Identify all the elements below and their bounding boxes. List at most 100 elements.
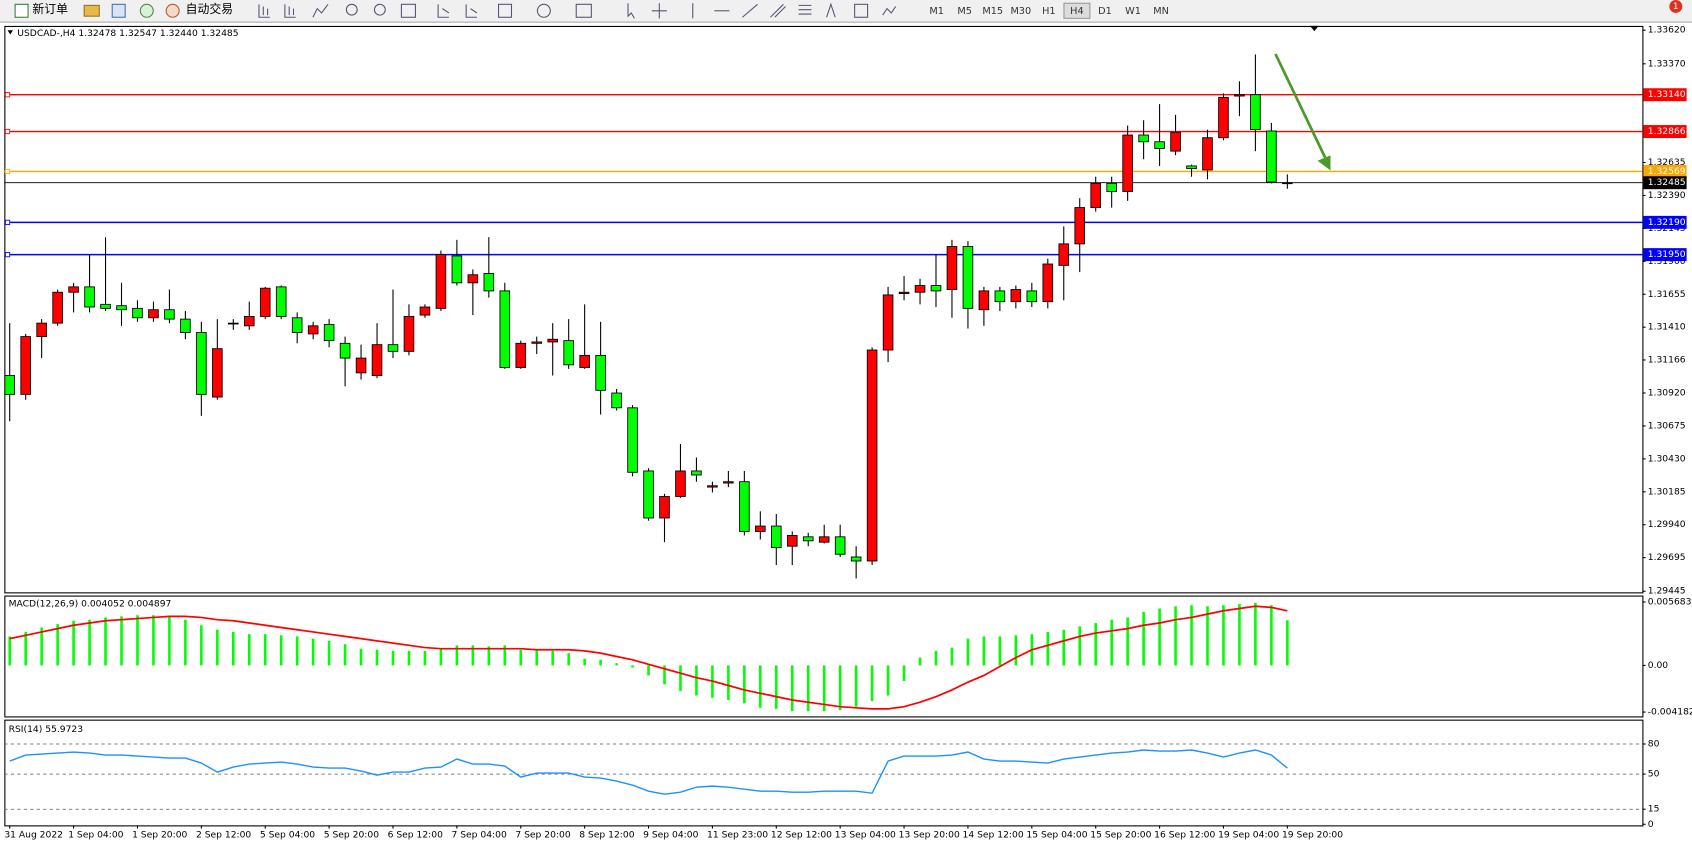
label-icon[interactable] <box>854 3 869 18</box>
y-tick-label: 1.33620 <box>1648 25 1686 36</box>
new-order-icon[interactable] <box>14 3 29 18</box>
toolbar-icon[interactable] <box>139 3 154 18</box>
candle-body <box>1186 165 1197 170</box>
candle-body <box>499 290 511 368</box>
template-icon[interactable] <box>575 3 592 18</box>
timeframe-label[interactable]: W1 <box>1125 6 1141 17</box>
trendline-icon[interactable] <box>742 3 758 18</box>
toolbar-icon[interactable] <box>312 3 329 18</box>
candle-body <box>1074 207 1086 245</box>
price-label: 1.32190 <box>1648 217 1686 228</box>
candle-body <box>1026 290 1038 303</box>
macd-bar <box>1206 606 1209 666</box>
toolbar <box>0 0 1692 22</box>
crosshair-icon[interactable] <box>651 3 667 19</box>
toolbar-icons <box>258 2 897 19</box>
timeframe-label[interactable]: M30 <box>1010 6 1031 17</box>
macd-bar <box>806 665 810 712</box>
candle-body <box>228 322 239 325</box>
zoom-in-icon[interactable] <box>345 3 358 16</box>
macd-bar <box>647 665 650 676</box>
timeframe-label[interactable]: M15 <box>982 6 1003 17</box>
macd-bar <box>966 638 970 666</box>
macd-bar <box>407 650 411 666</box>
macd-bar <box>982 636 986 666</box>
indicator-icon[interactable] <box>497 3 513 18</box>
fibo-icon[interactable] <box>798 4 812 15</box>
macd-bar <box>152 615 155 666</box>
macd-bar <box>934 650 938 666</box>
candle-body <box>946 246 958 290</box>
channel-icon[interactable] <box>770 3 786 18</box>
line-anchor <box>4 92 11 98</box>
timeframe-label[interactable]: H4 <box>1070 6 1083 17</box>
x-tick-label: 31 Aug 2022 <box>4 830 63 841</box>
macd-bar <box>950 647 954 666</box>
periods-icon[interactable] <box>536 3 551 18</box>
macd-bar <box>216 629 219 666</box>
candle-body <box>1250 94 1261 131</box>
macd-bar <box>24 631 27 666</box>
candle-body <box>1122 134 1133 192</box>
candle-body <box>52 291 63 324</box>
macd-bar <box>1126 617 1129 666</box>
text-icon[interactable] <box>826 2 836 18</box>
indicator-title: RSI(14) 55.9723 <box>9 724 84 735</box>
macd-bar <box>1142 611 1145 666</box>
toolbar-icon[interactable] <box>437 4 450 18</box>
chart-layer: USDCAD-,H4 1.32478 1.32547 1.32440 1.324… <box>4 25 1692 841</box>
new-order-button[interactable]: 新订单 <box>32 2 68 16</box>
timeframe-label[interactable]: D1 <box>1098 6 1112 17</box>
x-tick-label: 13 Sep 04:00 <box>835 830 896 841</box>
tile-icon[interactable] <box>400 3 416 18</box>
candle-body <box>483 272 495 292</box>
candle-body <box>627 407 638 473</box>
macd-bar <box>567 653 570 666</box>
macd-bar <box>72 620 75 666</box>
toolbar-icon[interactable] <box>284 4 296 18</box>
x-tick-label: 15 Sep 20:00 <box>1090 830 1151 841</box>
auto-trading-button[interactable]: 自动交易 <box>186 2 233 16</box>
line-anchor <box>4 252 11 258</box>
y-tick-label: 0 <box>1648 819 1654 830</box>
timeframe-label[interactable]: M1 <box>929 6 944 17</box>
arrows-icon[interactable] <box>882 6 897 16</box>
x-tick-label: 11 Sep 23:00 <box>707 830 768 841</box>
candle-body <box>148 309 159 319</box>
price-label-box <box>1643 88 1687 102</box>
timeframe-label[interactable]: M5 <box>957 6 972 17</box>
timeframe-button[interactable] <box>1063 2 1091 19</box>
macd-bar <box>631 665 634 668</box>
toolbar-icon[interactable] <box>83 4 100 17</box>
candle-body <box>100 303 111 309</box>
macd-bar <box>439 648 443 666</box>
symbol-menu-marker[interactable] <box>7 30 13 35</box>
candle-body <box>531 341 543 344</box>
candle-body <box>323 324 335 342</box>
zoom-out-icon[interactable] <box>373 3 386 16</box>
toolbar-icon[interactable] <box>258 4 270 18</box>
macd-bar <box>822 665 826 712</box>
candle-body <box>515 342 527 368</box>
candle-body <box>563 340 574 366</box>
timeframe-label[interactable]: MN <box>1153 6 1169 17</box>
candle-body <box>1010 289 1022 303</box>
candle-body <box>595 354 606 391</box>
macd-bar <box>854 665 858 707</box>
auto-trading-icon[interactable] <box>165 3 180 18</box>
timeframe-label[interactable]: H1 <box>1042 6 1055 17</box>
alert-badge[interactable] <box>1669 0 1683 13</box>
candle-body <box>866 349 878 562</box>
x-tick-label: 14 Sep 12:00 <box>963 830 1024 841</box>
macd-bar <box>1222 605 1225 666</box>
candle-body <box>164 309 175 320</box>
toolbar-icon[interactable] <box>111 3 126 18</box>
candle-body <box>1090 182 1101 209</box>
toolbar-icon[interactable] <box>465 4 478 18</box>
macd-bar <box>136 615 139 666</box>
macd-panel <box>4 595 1644 718</box>
chart-shift-marker[interactable] <box>1310 25 1319 32</box>
cursor-icon[interactable] <box>627 3 635 19</box>
